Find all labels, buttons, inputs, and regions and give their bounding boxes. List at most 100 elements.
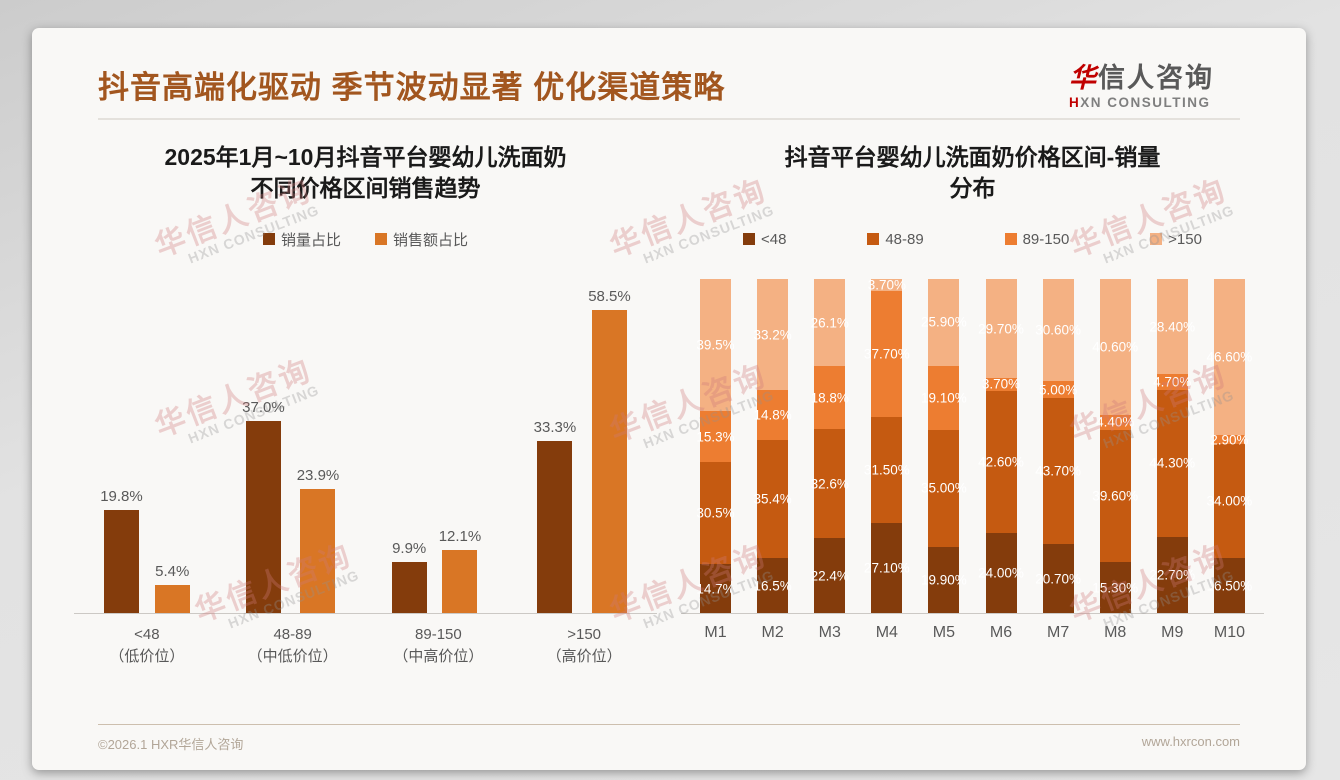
bar	[537, 441, 573, 614]
bar-group: 9.9% 12.1%	[391, 528, 482, 614]
x-axis-label-line2: （中高价位）	[393, 647, 484, 665]
chart-left-legend: 销量占比 销售额占比	[74, 230, 657, 249]
legend-swatch	[375, 233, 387, 246]
x-axis-label: M9	[1161, 624, 1184, 642]
x-axis-label: M1	[704, 624, 727, 642]
bar-value-label: 33.3%	[533, 419, 577, 437]
segment-value-label: 2.90%	[1210, 432, 1249, 448]
stacked-column: 22.70% 44.30% 4.70% 28.40%	[1149, 279, 1195, 614]
footer-divider	[98, 724, 1240, 725]
bar-segment: 3.70%	[868, 278, 906, 293]
segment-value-label: 15.30%	[1092, 580, 1139, 596]
bar-value-label: 23.9%	[296, 467, 340, 485]
bar-segment: 20.70%	[1035, 543, 1081, 614]
legend-label: 销售额占比	[393, 231, 469, 249]
bar-cell: 12.1%	[438, 528, 482, 614]
bar-segment: 19.10%	[921, 365, 967, 430]
segment-value-label: 4.40%	[1096, 414, 1135, 430]
segment-value-label: 31.50%	[863, 462, 910, 478]
copyright-text: ©2026.1 HXR华信人咨询	[98, 737, 244, 752]
x-axis-label-line2: （低价位）	[109, 647, 185, 665]
slide-title: 抖音高端化驱动 季节波动显著 优化渠道策略	[98, 70, 726, 105]
stacked-column: 15.30% 39.60% 4.40% 40.60%	[1092, 279, 1138, 614]
website-url: www.hxrcon.com	[1141, 734, 1240, 749]
bar-value-label: 5.4%	[155, 563, 190, 581]
segment-value-label: 34.00%	[1206, 493, 1253, 509]
x-axis-label: M5	[932, 624, 956, 642]
segment-value-label: 25.90%	[921, 314, 967, 330]
chart-left-sales-trend: 2025年1月~10月抖音平台婴幼儿洗面奶 不同价格区间销售趋势 销量占比 销售额…	[62, 128, 669, 668]
segment-value-label: 27.10%	[863, 560, 910, 576]
x-axis-label-line1: >150	[567, 626, 602, 644]
segment-value-label: 5.00%	[1038, 382, 1078, 398]
legend-item: <48	[743, 230, 786, 248]
bar	[103, 510, 139, 614]
bar-segment: 18.8%	[811, 366, 849, 430]
bar-segment: 37.70%	[864, 291, 910, 418]
x-axis-label: M2	[761, 624, 784, 642]
segment-value-label: 14.8%	[753, 407, 792, 423]
x-axis-label: M7	[1046, 624, 1070, 642]
x-axis-label: <48 （低价位）	[87, 624, 207, 668]
legend-item: 48-89	[867, 230, 924, 248]
chart-left-title: 2025年1月~10月抖音平台婴幼儿洗面奶 不同价格区间销售趋势	[164, 144, 567, 202]
segment-value-label: 3.70%	[867, 277, 906, 293]
segment-value-label: 30.60%	[1035, 322, 1082, 338]
bar	[245, 421, 281, 614]
legend-swatch	[743, 233, 755, 246]
bar	[300, 489, 336, 614]
stacked-column: 20.70% 43.70% 5.00% 30.60%	[1035, 279, 1081, 614]
segment-value-label: 32.6%	[810, 476, 849, 492]
x-axis-label: M3	[818, 624, 841, 642]
bar-segment: 31.50%	[864, 417, 910, 523]
company-logo: 华信人咨询 HXN CONSULTING	[1069, 56, 1214, 110]
stacked-column: 14.7% 30.5% 15.3% 39.5%	[696, 279, 735, 614]
bar-segment: 5.00%	[1039, 381, 1077, 399]
bar	[154, 585, 190, 614]
segment-value-label: 19.90%	[921, 572, 967, 588]
legend-label: 销量占比	[280, 231, 341, 249]
bar-segment: 33.2%	[754, 279, 792, 391]
bar-segment: 2.90%	[1210, 432, 1248, 447]
segment-value-label: 18.8%	[810, 390, 849, 406]
bar-segment: 19.90%	[921, 546, 967, 614]
bar-segment: 35.00%	[921, 429, 967, 547]
bar-segment: 24.00%	[978, 532, 1024, 614]
segment-value-label: 24.00%	[978, 565, 1024, 581]
slide-header: 抖音高端化驱动 季节波动显著 优化渠道策略 华信人咨询 HXN CONSULTI…	[32, 28, 1306, 120]
x-axis-label-line1: 89-150	[415, 626, 462, 644]
segment-value-label: 22.70%	[1149, 567, 1196, 583]
legend-label: >150	[1168, 230, 1202, 248]
bar-segment: 44.30%	[1149, 389, 1195, 538]
segment-value-label: 29.70%	[978, 321, 1024, 337]
bar-segment: 30.5%	[696, 462, 735, 564]
legend-label: 48-89	[885, 230, 924, 248]
segment-value-label: 35.00%	[921, 480, 967, 496]
segment-value-label: 4.70%	[1153, 374, 1192, 390]
segment-value-label: 46.60%	[1206, 349, 1253, 365]
legend-label: 89-150	[1022, 230, 1070, 248]
bar-cell: 33.3%	[533, 419, 577, 614]
logo-cn-text: 华信人咨询	[1069, 63, 1214, 93]
bar-value-label: 58.5%	[588, 288, 631, 306]
segment-value-label: 37.70%	[863, 346, 910, 362]
x-axis-label-line2: （高价位）	[546, 647, 622, 665]
slide-card: 抖音高端化驱动 季节波动显著 优化渠道策略 华信人咨询 HXN CONSULTI…	[32, 28, 1306, 770]
segment-value-label: 26.1%	[810, 315, 849, 331]
bar-segment: 16.50%	[1206, 557, 1252, 614]
bar-group: 37.0% 23.9%	[242, 399, 340, 614]
x-axis-label-line1: <48	[134, 626, 160, 644]
bar-segment: 28.40%	[1149, 279, 1195, 374]
segment-value-label: 43.70%	[1035, 463, 1082, 479]
bar-value-label: 37.0%	[242, 399, 285, 417]
chart-left-plot: 19.8% 5.4% 37.0% 23.9% 9.9% 12.1% 33.3% 58.5%	[74, 276, 657, 615]
bar-value-label: 12.1%	[438, 528, 482, 546]
x-axis-label: M4	[875, 624, 898, 642]
logo-en-text: HXN CONSULTING	[1069, 95, 1211, 110]
bar	[442, 550, 478, 614]
bar-segment: 29.70%	[978, 279, 1024, 379]
bar-segment: 46.60%	[1206, 279, 1252, 435]
bar-segment: 30.60%	[1035, 279, 1081, 382]
segment-value-label: 22.4%	[810, 568, 849, 584]
bar-segment: 4.70%	[1153, 373, 1191, 390]
